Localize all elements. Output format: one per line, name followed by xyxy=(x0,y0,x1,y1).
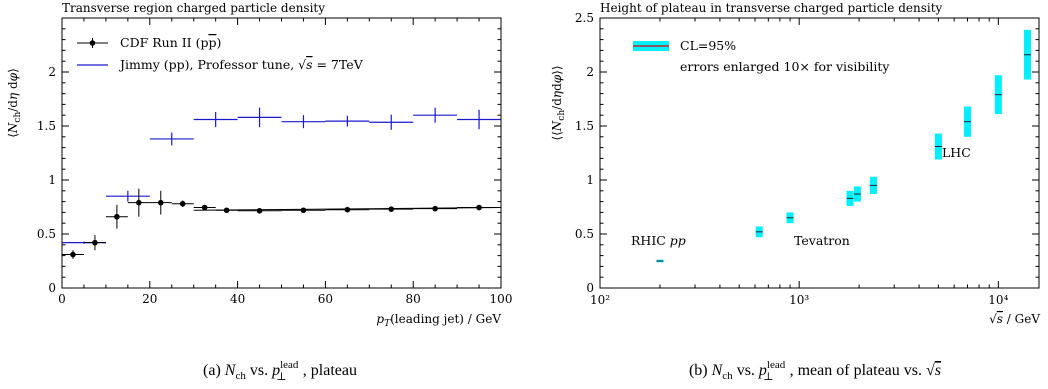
annotation-rhic: RHIC pp xyxy=(631,233,686,248)
right-y-tick-label: 0.5 xyxy=(575,227,594,241)
right-legend-item-cl: CL=95% xyxy=(680,38,736,53)
left-data-marks xyxy=(62,107,502,259)
cdf-point-11 xyxy=(388,206,395,212)
cdf-point-13 xyxy=(476,204,482,211)
right-x-axis-label: √s / GeV xyxy=(989,312,1040,326)
right-axes: 10² 10³ 10⁴ 0 0.5 1 1.5 2 2.5 xyxy=(575,11,1039,307)
cdf-point-8 xyxy=(256,207,263,214)
cdf-point-10 xyxy=(344,206,351,213)
right-y-tick-label: 2 xyxy=(586,65,594,79)
left-legend-item-jimmy: Jimmy (pp), Professor tune, √s = 7TeV xyxy=(118,57,364,72)
left-legend-item-cdf: CDF Run II (pp) xyxy=(120,35,221,50)
right-data-marks xyxy=(656,29,1031,263)
cdf-point-2 xyxy=(114,213,120,220)
annotation-lhc: LHC xyxy=(942,145,971,160)
right-y-tick-label: 2.5 xyxy=(575,11,594,25)
left-x-tick-label: 100 xyxy=(490,292,513,306)
left-chart: Transverse region charged particle densi… xyxy=(6,1,512,329)
cdf-point-0 xyxy=(70,251,76,258)
cdf-point-3 xyxy=(136,199,142,206)
left-legend: CDF Run II (pp) Jimmy (pp), Professor tu… xyxy=(77,35,364,72)
left-x-tick-label: 40 xyxy=(230,292,245,306)
right-caption: (b) Nch vs. plead ⊥, mean of plateau vs. … xyxy=(689,359,941,383)
right-y-tick-label: 0 xyxy=(586,281,594,295)
cdf-point-9 xyxy=(300,207,307,214)
left-x-tick-label: 20 xyxy=(142,292,157,306)
cdf-point-12 xyxy=(432,205,438,212)
right-y-axis-label: ⟨⟨Nch/dηdφ⟩⟩ xyxy=(550,65,567,140)
left-x-tick-label: 80 xyxy=(406,292,421,306)
left-x-axis-label: pT(leading jet) / GeV xyxy=(376,312,501,329)
annotation-tevatron: Tevatron xyxy=(794,233,850,248)
left-axes: 0 20 40 60 80 100 0 0.5 1 1.5 2 xyxy=(37,18,513,306)
cdf-point-1 xyxy=(92,239,98,246)
cdf-point-7 xyxy=(223,207,230,214)
right-x-tick-label: 10² xyxy=(590,293,610,307)
left-x-tick-label: 0 xyxy=(58,292,66,306)
left-y-tick-label: 1 xyxy=(48,173,56,187)
right-chart-title: Height of plateau in transverse charged … xyxy=(600,1,943,15)
right-legend-item-note: errors enlarged 10× for visibility xyxy=(680,59,890,74)
left-y-tick-label: 1.5 xyxy=(37,119,56,133)
left-y-axis-label: ⟨Nch/dη dφ⟩ xyxy=(6,68,23,138)
right-legend: CL=95% errors enlarged 10× for visibilit… xyxy=(633,38,890,74)
right-plot-frame xyxy=(599,17,1040,289)
cdf-point-5 xyxy=(179,200,186,207)
right-y-tick-label: 1 xyxy=(586,173,594,187)
left-y-tick-label: 2 xyxy=(48,65,56,79)
cdf-point-6 xyxy=(201,204,208,211)
right-x-tick-label: 10³ xyxy=(789,293,809,307)
right-x-tick-label: 10⁴ xyxy=(988,293,1008,307)
left-y-tick-label: 0.5 xyxy=(37,227,56,241)
left-caption: (a) Nch vs. plead ⊥, plateau xyxy=(203,359,357,383)
left-y-tick-label: 0 xyxy=(48,281,56,295)
cdf-point-4 xyxy=(157,199,164,206)
left-x-tick-label: 60 xyxy=(318,292,333,306)
right-chart: Height of plateau in transverse charged … xyxy=(550,1,1040,326)
left-chart-title: Transverse region charged particle densi… xyxy=(62,1,325,15)
right-y-tick-label: 1.5 xyxy=(575,119,594,133)
